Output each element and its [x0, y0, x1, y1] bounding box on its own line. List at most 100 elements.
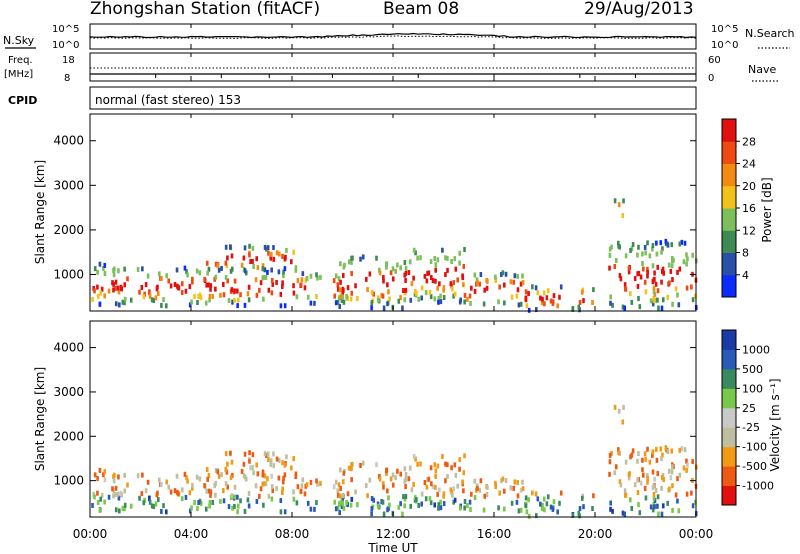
velocity-cell [272, 451, 275, 457]
velocity-cell [277, 475, 281, 481]
power-cell [407, 270, 411, 276]
power-cell [462, 263, 466, 269]
velocity-cell [267, 493, 271, 499]
velocity-cell [290, 465, 293, 471]
velocity-cell [571, 512, 575, 518]
power-cell [270, 290, 274, 296]
power-cell [609, 294, 612, 300]
power-cell [638, 304, 642, 310]
velocity-cell [214, 467, 218, 473]
power-cell [283, 266, 287, 272]
velocity-cell [152, 504, 156, 510]
velocity-cell [261, 469, 265, 475]
power-cell [630, 299, 634, 305]
power-cell [339, 261, 342, 267]
velocity-cell [123, 506, 126, 512]
velocity-cell [535, 513, 538, 519]
noise-search-label: N.Search [745, 27, 795, 40]
power-cell [155, 286, 159, 292]
velocity-cell [93, 472, 97, 478]
velocity-cell [609, 500, 612, 506]
power-cell [313, 300, 316, 306]
power-cell [641, 260, 644, 266]
power-cell [623, 305, 627, 311]
velocity-cell [264, 481, 268, 487]
velocity-cell [403, 503, 407, 509]
power-cell [141, 266, 144, 272]
velocity-cell [671, 483, 674, 489]
velocity-cell [191, 485, 194, 491]
power-cell [399, 295, 402, 301]
velocity-cell [285, 454, 288, 460]
power-cell [660, 279, 663, 285]
power-cell [99, 290, 103, 296]
velocity-cell [694, 499, 697, 505]
power-cell [292, 283, 295, 289]
noise-sky-trace [89, 32, 697, 39]
velocity-cell [676, 498, 679, 504]
power-cell [661, 297, 665, 303]
velocity-cell [350, 477, 353, 483]
velocity-cell [546, 494, 550, 500]
power-cell [121, 299, 125, 305]
power-cell [639, 274, 643, 280]
velocity-cell [309, 479, 313, 485]
velocity-cell [114, 507, 118, 513]
power-cell [258, 287, 261, 293]
colorbar-tick-label: -1000 [742, 480, 774, 493]
power-cell [266, 245, 270, 251]
power-cell [281, 273, 285, 279]
power-cell [636, 283, 640, 289]
velocity-cell [91, 502, 94, 508]
power-cell [315, 272, 318, 278]
power-cell [148, 293, 152, 299]
velocity-cell [334, 506, 338, 512]
power-cell [267, 287, 271, 293]
y-tick-label: 1000 [53, 474, 84, 488]
velocity-cell [275, 456, 279, 462]
power-cell [282, 269, 285, 275]
power-cell [103, 262, 107, 268]
power-cell [382, 278, 385, 284]
colorbar-segment [722, 407, 736, 428]
velocity-cell [458, 466, 461, 472]
velocity-cell [660, 455, 663, 461]
velocity-cell [524, 503, 528, 509]
power-cell [608, 265, 611, 271]
power-cell [649, 298, 653, 304]
power-cell [350, 290, 354, 296]
velocity-cell [608, 459, 612, 465]
power-cell [138, 289, 141, 295]
velocity-cell [229, 474, 233, 480]
velocity-cell [666, 448, 670, 454]
velocity-cell [552, 499, 556, 505]
power-cell [653, 298, 656, 304]
velocity-cell [216, 469, 220, 475]
power-cell [591, 300, 594, 306]
power-cell [263, 267, 267, 273]
power-cell [513, 273, 517, 279]
noise-tick-bottom-right: 10^0 [711, 40, 738, 51]
velocity-yaxis: 1000 2000 3000 4000 [53, 341, 696, 488]
power-cell [261, 266, 265, 272]
power-cell [473, 288, 477, 294]
power-cell [243, 268, 247, 274]
velocity-cell [485, 491, 489, 497]
velocity-cell [521, 479, 524, 485]
velocity-cell [578, 506, 582, 512]
velocity-cell [643, 451, 647, 457]
velocity-cell [442, 493, 445, 499]
power-cell [509, 279, 513, 285]
velocity-cell [226, 484, 229, 490]
velocity-cell [269, 461, 273, 467]
power-panel: 1000 2000 3000 4000 Slant Range [km] 4 8 12 16… [33, 113, 774, 313]
velocity-cell [391, 472, 395, 478]
power-cell [534, 285, 538, 291]
velocity-cell [102, 472, 105, 478]
power-cell [431, 278, 435, 284]
power-cell [512, 279, 516, 285]
velocity-cell [220, 472, 223, 478]
velocity-cell [114, 485, 118, 491]
velocity-cell [338, 510, 342, 516]
